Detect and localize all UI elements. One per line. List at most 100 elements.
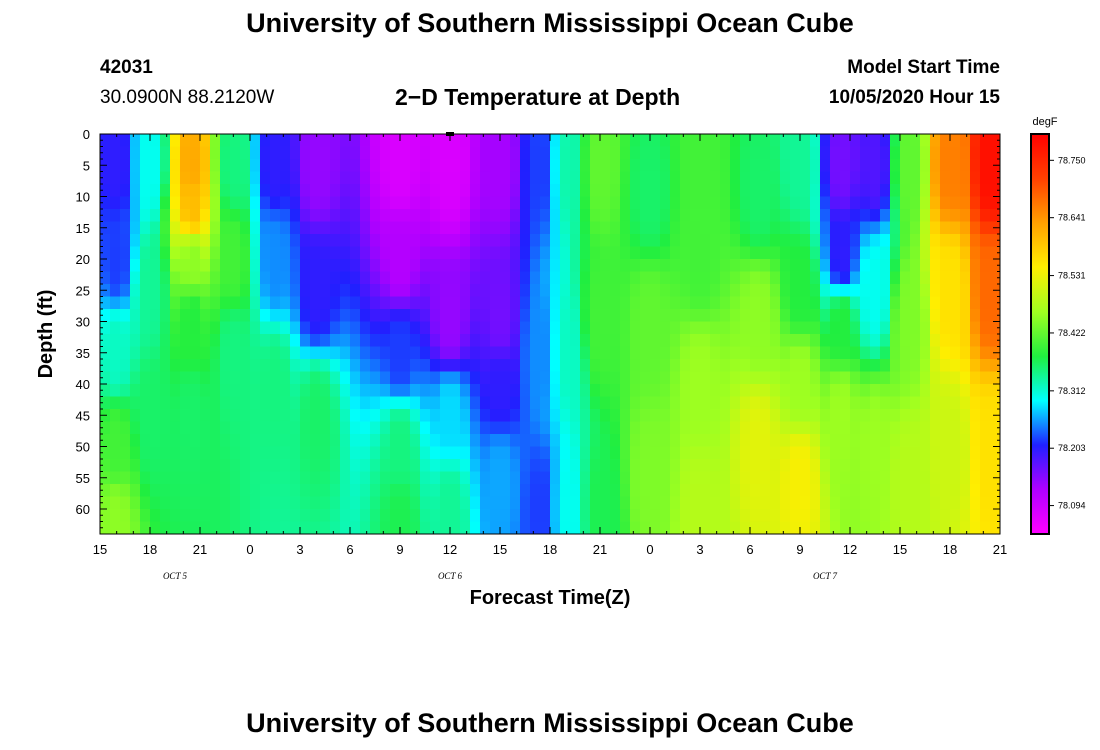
heat-cell [440,246,451,260]
heat-cell [920,434,931,448]
heat-cell [950,171,961,185]
heat-cell [290,459,301,473]
heat-cell [560,196,571,210]
heat-cell [980,371,991,385]
heat-cell [880,484,891,498]
heat-cell [200,521,211,534]
heat-cell [800,421,811,435]
heat-cell [470,346,481,360]
heat-cell [730,234,741,248]
x-tick-label: 21 [993,542,1007,557]
heat-cell [680,321,691,335]
heat-cell [870,184,881,198]
heat-cell [290,234,301,248]
heat-cell [760,171,771,185]
station-id: 42031 [100,57,153,78]
heat-cell [530,196,541,210]
heat-cell [340,134,351,148]
heat-cell [200,446,211,460]
heat-cell [770,446,781,460]
heat-cell [230,359,241,373]
heat-cell [120,409,131,423]
heat-cell [650,409,661,423]
heat-cell [870,309,881,323]
heat-cell [120,509,131,523]
heat-cell [550,196,561,210]
heat-cell [250,234,261,248]
heat-cell [440,284,451,298]
heat-cell [670,396,681,410]
heat-cell [680,284,691,298]
heat-cell [730,271,741,285]
heat-cell [660,384,671,398]
heat-cell [930,321,941,335]
heat-cell [330,384,341,398]
heat-cell [990,234,1000,248]
heat-cell [520,496,531,510]
heat-cell [320,396,331,410]
heat-cell [340,384,351,398]
heat-cell [850,284,861,298]
heat-cell [420,384,431,398]
heat-cell [360,396,371,410]
heat-cell [110,184,121,198]
heat-cell [560,246,571,260]
heat-cell [570,421,581,435]
heat-cell [640,234,651,248]
heat-cell [130,171,141,185]
heat-cell [440,221,451,235]
heat-cell [870,146,881,160]
heat-cell [600,246,611,260]
heat-cell [790,446,801,460]
heat-cell [900,184,911,198]
heat-cell [760,309,771,323]
heat-cell [810,321,821,335]
heat-cell [760,334,771,348]
heat-cell [950,271,961,285]
heat-cell [680,184,691,198]
heat-cell [980,421,991,435]
heat-cell [120,309,131,323]
heat-cell [260,259,271,273]
heat-cell [780,496,791,510]
heat-cell [350,296,361,310]
heat-cell [770,359,781,373]
heat-cell [160,259,171,273]
heat-cell [260,409,271,423]
heat-cell [290,409,301,423]
heat-cell [410,321,421,335]
heat-cell [720,134,731,148]
heat-cell [530,271,541,285]
heat-cell [560,334,571,348]
heat-cell [290,159,301,173]
heat-cell [710,309,721,323]
heat-cell [400,409,411,423]
heat-cell [650,259,661,273]
date-label: OCT 5 [163,571,188,581]
heat-cell [320,509,331,523]
heat-cell [480,184,491,198]
y-tick-label: 55 [76,471,90,486]
heat-cell [420,221,431,235]
heat-cell [880,346,891,360]
heat-cell [120,184,131,198]
heat-cell [680,221,691,235]
heat-cell [200,196,211,210]
heat-cell [370,134,381,148]
heat-cell [570,509,581,523]
heat-cell [780,334,791,348]
heat-cell [330,446,341,460]
heat-cell [230,271,241,285]
heat-cell [290,309,301,323]
heat-cell [730,521,741,534]
heat-cell [730,171,741,185]
heat-cell [430,284,441,298]
heat-cell [770,196,781,210]
heat-cell [800,459,811,473]
heat-cell [990,171,1000,185]
heat-cell [620,371,631,385]
heat-cell [230,509,241,523]
heat-cell [150,396,161,410]
heat-cell [730,196,741,210]
heat-cell [410,196,421,210]
